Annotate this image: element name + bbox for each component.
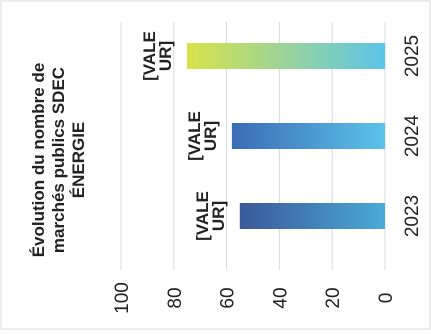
value-tick-label: 0 bbox=[376, 293, 397, 304]
value-tick-label: 40 bbox=[270, 287, 291, 308]
category-label-2024: 2024 bbox=[402, 114, 423, 157]
data-label-2023: [VALEUR] bbox=[193, 191, 228, 241]
value-tick-label: 20 bbox=[323, 287, 344, 308]
value-tick-label: 100 bbox=[112, 282, 133, 314]
category-label-2025: 2025 bbox=[402, 35, 423, 77]
bar-2023 bbox=[239, 203, 385, 229]
chart-title-text: Évolution du nombre demarchés publics SD… bbox=[29, 63, 88, 258]
data-label-2024: [VALEUR] bbox=[185, 111, 220, 161]
data-label-2025: [VALEUR] bbox=[140, 31, 175, 81]
category-label-2023: 2023 bbox=[402, 195, 423, 237]
chart-title: Évolution du nombre demarchés publics SD… bbox=[29, 63, 88, 258]
value-tick-label: 60 bbox=[218, 287, 239, 308]
labels: 0 20 40 60 80 100 2023 [VALEUR] 2024 [VALEUR] 2025… bbox=[112, 31, 423, 314]
bar-2024 bbox=[231, 123, 385, 149]
value-tick-label: 80 bbox=[165, 287, 186, 308]
bars bbox=[187, 43, 385, 229]
bar-2025 bbox=[187, 43, 385, 69]
